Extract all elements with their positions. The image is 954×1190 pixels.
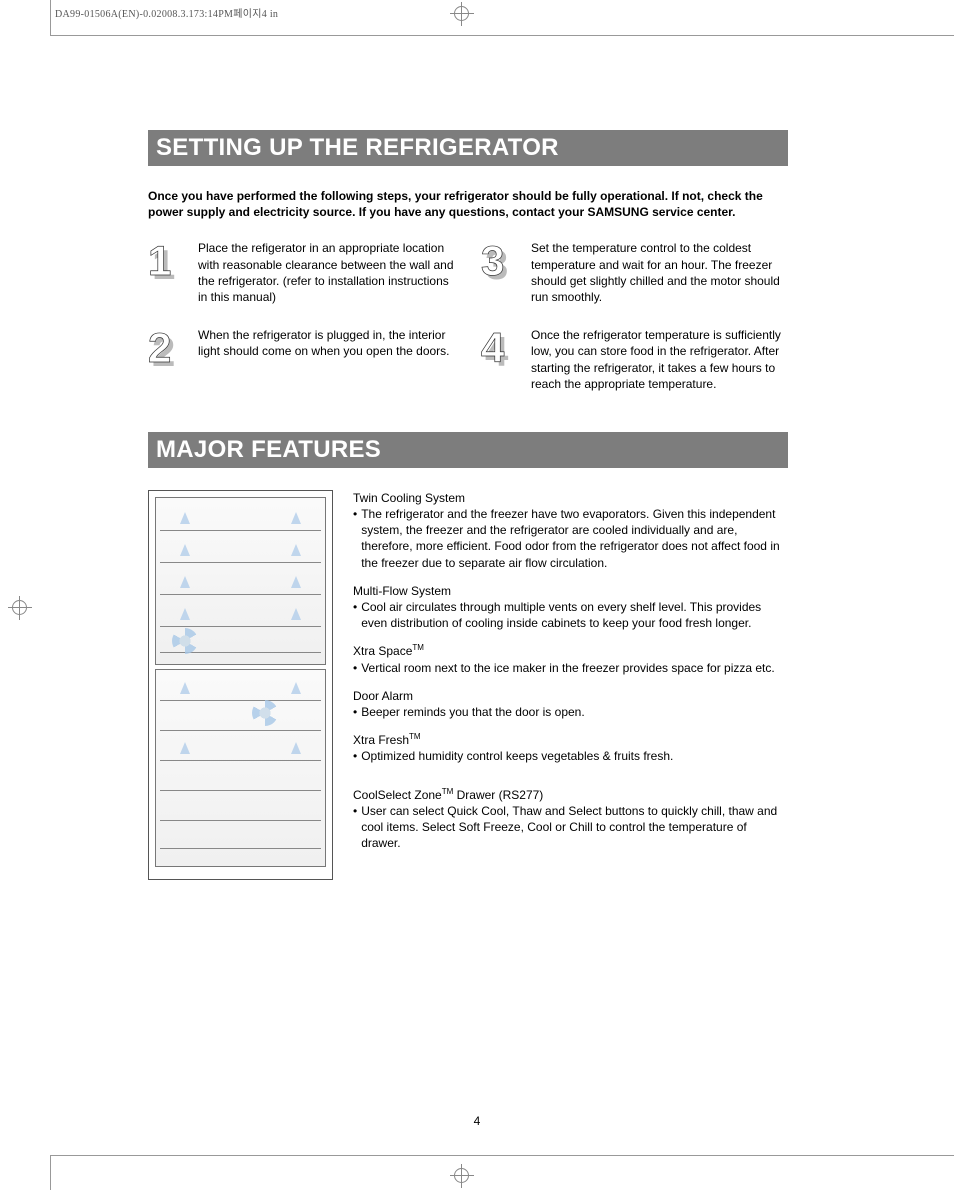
registration-mark-left — [6, 594, 34, 622]
feature-title: Twin Cooling System — [353, 490, 788, 506]
feature-bullet: Optimized humidity control keeps vegetab… — [353, 748, 788, 764]
crop-line — [50, 35, 954, 36]
feature-title: Xtra SpaceTM — [353, 643, 788, 659]
feature-title: Door Alarm — [353, 688, 788, 704]
crop-meta-text: DA99-01506A(EN)-0.02008.3.173:14PM페이지4 i… — [55, 5, 278, 20]
features-text-column: Twin Cooling System The refrigerator and… — [353, 490, 788, 863]
feature-coolselect: CoolSelect ZoneTM Drawer (RS277) User ca… — [353, 787, 788, 852]
step-num-front: 2 — [148, 327, 171, 369]
section-heading-features: MAJOR FEATURES — [148, 432, 788, 468]
section-heading-setup: SETTING UP THE REFRIGERATOR — [148, 130, 788, 166]
feature-title: CoolSelect ZoneTM Drawer (RS277) — [353, 787, 788, 803]
page-content: SETTING UP THE REFRIGERATOR Once you hav… — [148, 130, 788, 880]
registration-mark-bottom — [448, 1162, 476, 1190]
feature-xtra-fresh: Xtra FreshTM Optimized humidity control … — [353, 732, 788, 764]
step-text: Place the refigerator in an appropriate … — [198, 240, 455, 305]
step-number-icon: 4 4 — [481, 327, 521, 367]
fridge-top-compartment — [155, 497, 326, 665]
fridge-bottom-compartment — [155, 669, 326, 867]
step-num-front: 3 — [481, 240, 504, 282]
crop-line — [50, 0, 51, 36]
fridge-diagram — [148, 490, 333, 880]
feature-bullet: User can select Quick Cool, Thaw and Sel… — [353, 803, 788, 852]
step-4: 4 4 Once the refrigerator temperature is… — [481, 327, 788, 392]
step-num-front: 4 — [481, 327, 504, 369]
step-2: 2 2 When the refrigerator is plugged in,… — [148, 327, 455, 392]
steps-grid: 1 1 Place the refigerator in an appropri… — [148, 240, 788, 392]
step-text: Set the temperature control to the colde… — [531, 240, 788, 305]
feature-twin-cooling: Twin Cooling System The refrigerator and… — [353, 490, 788, 571]
intro-paragraph: Once you have performed the following st… — [148, 188, 788, 220]
feature-bullet: Cool air circulates through multiple ven… — [353, 599, 788, 631]
page-number: 4 — [0, 1114, 954, 1128]
step-1: 1 1 Place the refigerator in an appropri… — [148, 240, 455, 305]
feature-bullet: Vertical room next to the ice maker in t… — [353, 660, 788, 676]
crop-line — [50, 1155, 51, 1190]
step-text: When the refrigerator is plugged in, the… — [198, 327, 455, 359]
feature-title: Multi-Flow System — [353, 583, 788, 599]
features-row: Twin Cooling System The refrigerator and… — [148, 490, 788, 880]
crop-line — [50, 1155, 954, 1156]
registration-mark-top — [448, 0, 476, 28]
step-number-icon: 1 1 — [148, 240, 188, 280]
feature-door-alarm: Door Alarm Beeper reminds you that the d… — [353, 688, 788, 720]
step-num-front: 1 — [148, 240, 171, 282]
feature-xtra-space: Xtra SpaceTM Vertical room next to the i… — [353, 643, 788, 675]
feature-bullet: Beeper reminds you that the door is open… — [353, 704, 788, 720]
fan-icon — [252, 700, 278, 726]
feature-multiflow: Multi-Flow System Cool air circulates th… — [353, 583, 788, 632]
step-number-icon: 3 3 — [481, 240, 521, 280]
step-3: 3 3 Set the temperature control to the c… — [481, 240, 788, 305]
step-text: Once the refrigerator temperature is suf… — [531, 327, 788, 392]
fan-icon — [172, 628, 198, 654]
feature-bullet: The refrigerator and the freezer have tw… — [353, 506, 788, 571]
step-number-icon: 2 2 — [148, 327, 188, 367]
feature-title: Xtra FreshTM — [353, 732, 788, 748]
